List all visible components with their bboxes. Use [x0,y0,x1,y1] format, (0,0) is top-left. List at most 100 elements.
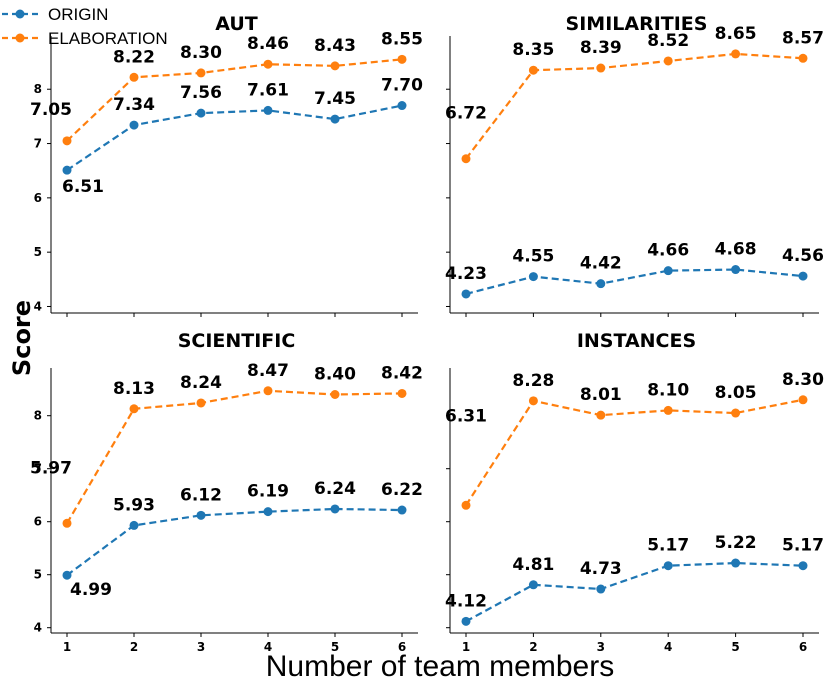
y-tick-label: 6 [34,515,42,529]
data-label-elaboration: 8.24 [180,373,222,393]
data-point-origin [528,580,538,590]
data-point-elaboration [263,386,273,396]
data-label-elaboration: 8.01 [580,385,622,405]
y-tick-label: 4 [34,621,42,635]
panel-scientific: SCIENTIFIC 4 5 6 7 8 1 2 3 4 5 6 4.99 5.93 6.12 6.19 6.2… [30,330,423,654]
data-point-elaboration [663,405,673,415]
data-label-elaboration: 8.57 [782,28,824,48]
data-point-elaboration [330,390,340,399]
data-point-origin [263,105,273,115]
data-label-elaboration: 8.40 [314,365,356,385]
y-tick-label: 7 [34,137,42,151]
data-label-elaboration: 8.28 [512,371,554,391]
data-label-elaboration: 7.05 [30,100,72,120]
data-label-origin: 4.81 [512,555,554,575]
data-point-elaboration [461,154,471,164]
data-point-elaboration [596,63,606,73]
y-tick-label: 7 [34,462,42,476]
data-point-origin [663,266,673,276]
data-label-elaboration: 8.55 [381,29,423,49]
data-label-origin: 7.45 [314,89,356,109]
data-label-elaboration: 6.72 [445,104,487,124]
data-label-origin: 4.56 [782,246,824,266]
panel-similarities: SIMILARITIES 4.23 4.55 4.42 4.66 4.68 4.56 6.72… [445,13,824,317]
data-point-elaboration [196,398,206,408]
y-tick-label: 6 [34,191,42,205]
data-point-origin [263,507,273,517]
data-point-elaboration [731,408,741,418]
data-label-origin: 4.68 [715,240,757,260]
data-point-origin [528,272,538,282]
data-label-origin: 4.42 [580,254,622,274]
panel-instances: INSTANCES 1 2 3 4 5 6 4.12 4.81 4.73 5.17 5.22 5.17 6… [445,330,824,654]
data-label-origin: 5.22 [715,533,757,553]
data-point-elaboration [330,61,340,71]
x-tick-label: 1 [63,640,71,654]
data-label-elaboration: 5.97 [30,458,72,478]
x-tick-label: 3 [597,640,605,654]
data-label-origin: 6.51 [62,177,104,197]
x-tick-label: 1 [462,640,470,654]
series-line-origin [465,268,804,296]
data-point-origin [731,265,741,275]
data-label-elaboration: 8.43 [314,36,356,56]
data-label-elaboration: 8.30 [180,43,222,63]
data-label-elaboration: 8.65 [715,24,757,44]
data-point-elaboration [196,68,206,78]
panel-title: INSTANCES [577,330,696,352]
data-label-elaboration: 8.47 [247,361,289,381]
data-label-origin: 6.12 [180,485,222,505]
legend-elaboration-label: ELABORATION [48,29,168,48]
series-line-origin [465,561,804,623]
data-point-origin [129,120,139,130]
data-point-origin [461,289,471,299]
data-label-elaboration: 8.22 [113,47,155,67]
data-point-elaboration [663,56,673,66]
data-point-origin [663,561,673,571]
y-tick-label: 5 [34,568,42,582]
data-label-origin: 6.19 [247,482,289,502]
data-label-elaboration: 8.30 [782,370,824,390]
y-tick-label: 8 [34,409,42,423]
data-label-origin: 7.56 [180,83,222,103]
data-label-elaboration: 8.39 [580,38,622,58]
data-label-origin: 7.70 [381,76,423,96]
data-point-origin [330,114,340,124]
x-tick-label: 5 [731,640,739,654]
data-point-origin [798,561,808,571]
series-line-elaboration [465,398,804,506]
y-tick-label: 5 [34,245,42,259]
data-point-origin [196,108,206,118]
legend-origin-label: ORIGIN [48,5,108,24]
data-point-origin [330,504,340,514]
panel-title: SIMILARITIES [566,13,708,35]
legend-elaboration-marker [15,33,25,43]
data-label-elaboration: 6.31 [445,406,487,426]
data-point-elaboration [798,395,808,405]
legend: ORIGIN ELABORATION [2,5,168,48]
data-point-origin [731,558,741,568]
x-tick-label: 6 [398,640,406,654]
data-point-origin [129,520,139,530]
x-tick-label: 2 [130,640,138,654]
data-point-elaboration [528,396,538,406]
data-point-origin [62,165,72,175]
data-label-elaboration: 8.05 [715,383,757,403]
data-label-origin: 4.23 [445,264,487,284]
data-point-elaboration [397,388,407,398]
data-label-origin: 4.66 [647,241,689,261]
y-axis-label: Score [8,300,36,376]
data-label-origin: 4.73 [580,559,622,579]
data-label-origin: 7.34 [113,95,155,115]
data-label-elaboration: 8.42 [381,363,423,383]
data-point-elaboration [528,65,538,75]
data-point-origin [596,279,606,289]
x-tick-label: 4 [664,640,672,654]
data-point-origin [62,570,72,580]
data-label-origin: 4.12 [445,591,487,611]
data-label-elaboration: 8.52 [647,31,689,51]
data-label-origin: 6.24 [314,479,356,499]
data-label-elaboration: 8.13 [113,379,155,399]
data-point-elaboration [461,500,471,510]
